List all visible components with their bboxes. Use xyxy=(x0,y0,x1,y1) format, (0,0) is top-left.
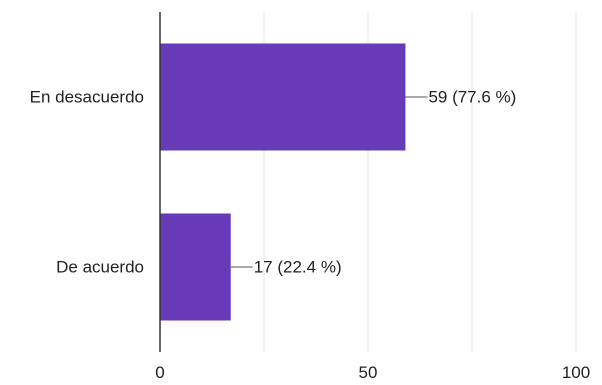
value-label: 17 (22.4 %) xyxy=(254,258,342,277)
bars xyxy=(160,43,406,321)
x-tick-label: 0 xyxy=(155,363,164,382)
category-label: De acuerdo xyxy=(56,258,144,277)
value-label: 59 (77.6 %) xyxy=(428,88,516,107)
bar-2 xyxy=(160,213,231,321)
x-tick-label: 100 xyxy=(562,363,590,382)
x-tick-label: 50 xyxy=(359,363,378,382)
labels: 59 (77.6 %) En desacuerdo 17 (22.4 %) De ac… xyxy=(30,88,591,383)
category-label: En desacuerdo xyxy=(30,88,144,107)
bar-1 xyxy=(160,43,406,151)
